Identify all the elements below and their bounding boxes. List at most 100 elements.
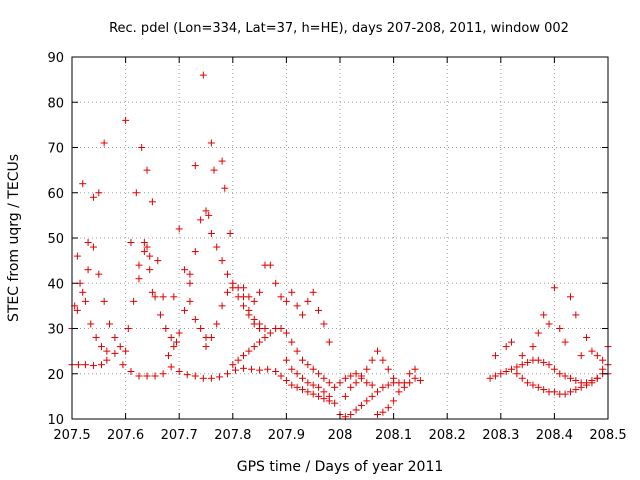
data-point bbox=[513, 370, 521, 378]
data-point bbox=[529, 343, 537, 351]
data-point bbox=[245, 306, 253, 314]
data-point bbox=[191, 315, 199, 323]
data-point bbox=[566, 374, 574, 382]
data-point bbox=[100, 297, 108, 305]
y-tick-labels: 10 20 30 40 50 60 70 80 90 bbox=[47, 51, 64, 428]
x-tick-label: 208.4 bbox=[536, 428, 573, 443]
data-point bbox=[277, 372, 285, 380]
data-point bbox=[146, 252, 154, 260]
data-point bbox=[508, 338, 516, 346]
data-point bbox=[583, 381, 591, 389]
data-point bbox=[127, 367, 135, 375]
data-point bbox=[298, 374, 306, 382]
x-tick-label: 207.9 bbox=[268, 428, 305, 443]
data-point bbox=[298, 356, 306, 364]
x-tick-label: 207.8 bbox=[214, 428, 251, 443]
data-point bbox=[304, 361, 312, 369]
data-point bbox=[132, 189, 140, 197]
data-point bbox=[331, 399, 339, 407]
data-point bbox=[151, 372, 159, 380]
data-point bbox=[266, 329, 274, 337]
data-point bbox=[256, 288, 264, 296]
data-point bbox=[223, 288, 231, 296]
data-point bbox=[170, 343, 178, 351]
data-point bbox=[240, 284, 248, 292]
data-point bbox=[309, 365, 317, 373]
data-point bbox=[205, 211, 213, 219]
data-point bbox=[221, 184, 229, 192]
data-point bbox=[379, 383, 387, 391]
x-tick-label: 208.5 bbox=[589, 428, 626, 443]
data-point bbox=[135, 261, 143, 269]
x-tick-label: 208.1 bbox=[375, 428, 412, 443]
data-point bbox=[181, 306, 189, 314]
data-point bbox=[315, 383, 323, 391]
data-point bbox=[363, 379, 371, 387]
data-point bbox=[315, 392, 323, 400]
data-point bbox=[162, 325, 170, 332]
data-point bbox=[363, 365, 371, 373]
data-point bbox=[191, 372, 199, 380]
y-tick-label: 80 bbox=[47, 96, 64, 111]
data-point bbox=[213, 243, 221, 251]
data-point bbox=[599, 365, 607, 373]
data-point bbox=[135, 275, 143, 283]
data-point bbox=[218, 157, 226, 165]
data-point bbox=[197, 325, 205, 332]
data-point bbox=[497, 370, 505, 378]
data-point bbox=[556, 325, 564, 332]
data-point bbox=[218, 257, 226, 265]
data-point bbox=[298, 386, 306, 394]
data-point bbox=[202, 207, 210, 215]
data-point bbox=[266, 261, 274, 269]
y-tick-label: 40 bbox=[47, 277, 64, 292]
data-point bbox=[143, 166, 151, 174]
data-point bbox=[79, 180, 87, 188]
data-point bbox=[561, 390, 569, 398]
data-point bbox=[599, 356, 607, 364]
data-point bbox=[379, 356, 387, 364]
data-point bbox=[89, 193, 97, 201]
data-point bbox=[207, 374, 215, 382]
data-point bbox=[130, 297, 138, 305]
data-point bbox=[315, 370, 323, 378]
data-point bbox=[374, 388, 382, 396]
data-point bbox=[143, 243, 151, 251]
data-point bbox=[508, 365, 516, 373]
data-point bbox=[122, 116, 130, 124]
data-point bbox=[572, 311, 580, 319]
data-point bbox=[593, 374, 601, 382]
y-tick-label: 20 bbox=[47, 368, 64, 383]
data-point bbox=[199, 71, 207, 79]
data-point bbox=[368, 356, 376, 364]
data-point bbox=[411, 365, 419, 373]
data-point bbox=[282, 297, 290, 305]
data-point bbox=[588, 379, 596, 387]
data-point bbox=[272, 367, 280, 375]
data-point bbox=[250, 297, 258, 305]
data-point bbox=[207, 229, 215, 237]
data-point bbox=[309, 390, 317, 398]
data-point bbox=[223, 370, 231, 378]
x-tick-label: 207.6 bbox=[107, 428, 144, 443]
data-point bbox=[84, 239, 92, 247]
data-point bbox=[256, 338, 264, 346]
data-point bbox=[186, 297, 194, 305]
data-point bbox=[140, 239, 148, 247]
data-point bbox=[309, 288, 317, 296]
data-point bbox=[240, 302, 248, 310]
data-point bbox=[159, 370, 167, 378]
y-tick-label: 10 bbox=[47, 413, 64, 428]
data-point bbox=[183, 371, 191, 379]
data-point bbox=[416, 377, 424, 385]
data-point bbox=[250, 343, 258, 351]
chart-title: Rec. pdel (Lon=334, Lat=37, h=HE), days … bbox=[109, 21, 569, 36]
data-point bbox=[561, 338, 569, 346]
data-point bbox=[524, 358, 532, 366]
data-point bbox=[288, 288, 296, 296]
x-tick-labels: 207.5 207.6 207.7 207.8 207.9 208 208.1 208.2 20… bbox=[53, 428, 626, 443]
data-point bbox=[374, 347, 382, 355]
data-point bbox=[89, 362, 97, 370]
data-point bbox=[138, 144, 146, 151]
